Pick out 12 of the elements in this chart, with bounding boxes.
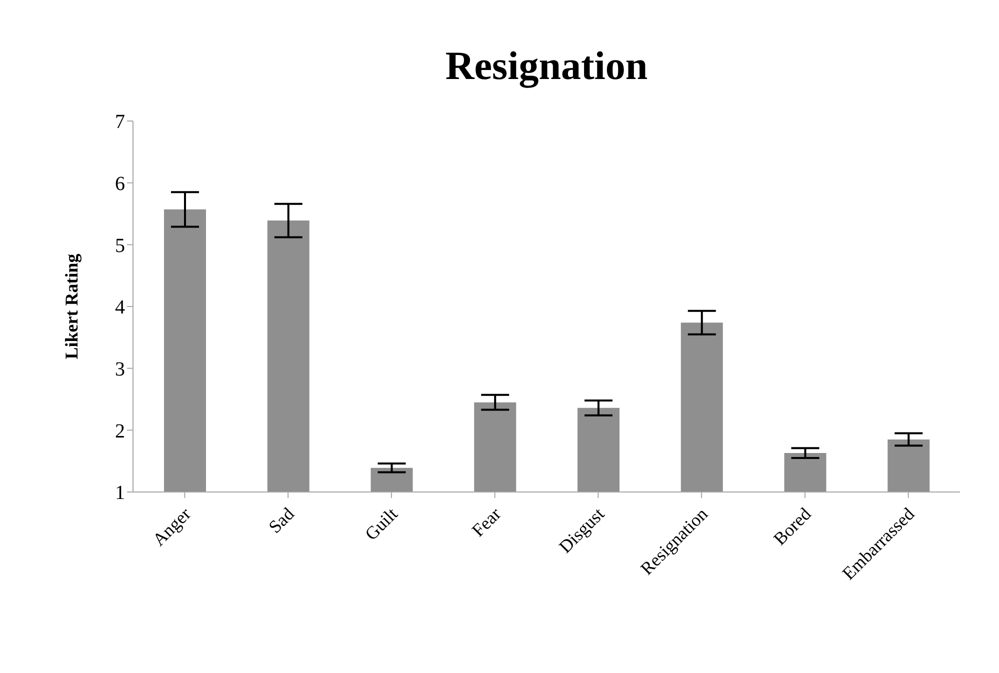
y-tick-label: 4: [115, 296, 125, 319]
y-tick-label: 1: [115, 482, 125, 504]
x-tick-label: Fear: [468, 504, 505, 541]
x-tick-label: Guilt: [361, 504, 402, 544]
y-tick-label: 7: [115, 111, 125, 134]
y-tick-label: 2: [115, 420, 125, 442]
x-tick-label: Sad: [264, 504, 298, 537]
y-tick-label: 6: [115, 172, 125, 195]
y-axis-title: Likert Rating: [61, 254, 82, 360]
y-tick-label: 3: [115, 358, 125, 380]
chart-title: Resignation: [444, 42, 649, 89]
y-tick-label: 5: [115, 234, 125, 257]
